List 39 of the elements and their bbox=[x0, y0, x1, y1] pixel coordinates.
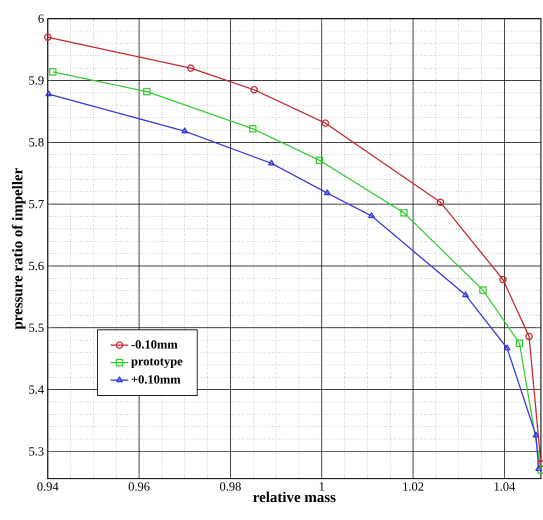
y-tick-label: 5.9 bbox=[29, 76, 44, 85]
point bbox=[525, 332, 533, 340]
x-tick-label: 1.04 bbox=[494, 482, 516, 491]
point bbox=[516, 339, 524, 347]
point bbox=[400, 208, 408, 216]
y-axis-title: pressure ratio of impeller bbox=[12, 168, 26, 330]
point bbox=[324, 189, 331, 196]
y-tick-label: 5.5 bbox=[29, 324, 44, 332]
point bbox=[368, 212, 375, 218]
y-tick-label: 5.4 bbox=[29, 385, 44, 394]
point bbox=[462, 291, 469, 298]
x-tick-label: 1 bbox=[320, 482, 324, 490]
x-tick-label: 0.94 bbox=[37, 482, 58, 491]
x-tick-label: 0.98 bbox=[220, 482, 241, 491]
point bbox=[143, 88, 151, 96]
point bbox=[479, 286, 487, 294]
y-tick-label: 5.3 bbox=[29, 447, 44, 456]
y-tick-label: 5.6 bbox=[29, 262, 44, 270]
point bbox=[250, 86, 258, 94]
legend-label: +0.10mm bbox=[132, 375, 180, 384]
point bbox=[532, 432, 540, 438]
point bbox=[499, 276, 507, 284]
y-tick-label: 5.7 bbox=[29, 200, 44, 208]
point bbox=[49, 68, 57, 76]
point bbox=[322, 119, 330, 127]
point bbox=[436, 198, 444, 206]
x-tick-label: 0.96 bbox=[128, 482, 150, 491]
point bbox=[186, 64, 194, 72]
point bbox=[181, 127, 188, 134]
point bbox=[504, 344, 510, 350]
x-tick-label: 1.02 bbox=[403, 482, 424, 491]
point bbox=[268, 160, 275, 166]
y-tick-label: 5.8 bbox=[29, 138, 44, 146]
legend-label: -0.10mm bbox=[131, 340, 178, 349]
point bbox=[249, 124, 257, 132]
x-axis-title: relative mass bbox=[253, 492, 336, 502]
point bbox=[316, 156, 324, 164]
legend-label: prototype bbox=[131, 358, 182, 368]
y-tick-label: 6 bbox=[38, 14, 44, 23]
